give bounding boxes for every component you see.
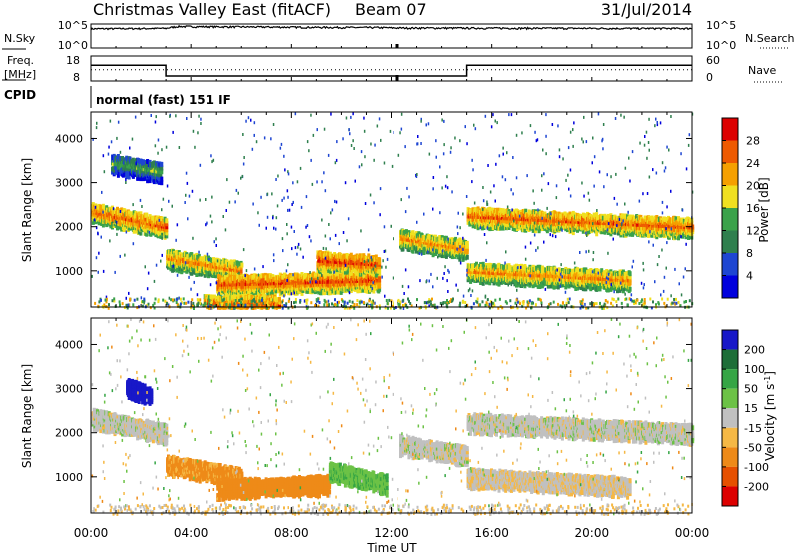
nsky-label: N.Sky [4, 32, 36, 45]
nave-tick-top: 60 [706, 54, 720, 67]
echo-cell [466, 255, 469, 260]
sky-right-tick-top: 10^5 [706, 19, 736, 32]
radar-summary-plot: Christmas Valley East (fitACF) Beam 07 3… [0, 0, 800, 554]
cpid-label: CPID [4, 88, 36, 102]
date-title: 31/Jul/2014 [601, 0, 692, 19]
sky-search-panel: N.Sky 10^5 10^0 10^5 10^0 N.Search [2, 19, 795, 52]
freq-gap-marker [396, 75, 399, 81]
power-heatmap [91, 112, 694, 310]
nsearch-label: N.Search [745, 32, 795, 45]
freq-label: Freq. [7, 54, 34, 67]
echo-cell [160, 162, 163, 167]
sky-right-tick-bottom: 10^0 [706, 39, 736, 52]
echo-cell [165, 218, 168, 223]
echo-cell [466, 241, 469, 246]
nave-label: Nave [748, 64, 776, 77]
sky-noise-line [91, 26, 692, 30]
echo-cell [240, 263, 243, 268]
freq-tick-bottom: 8 [73, 71, 80, 84]
echo-cell [378, 257, 381, 262]
sky-gap-marker [396, 44, 399, 48]
sky-tick-top: 10^5 [58, 19, 88, 32]
nave-tick-bottom: 0 [706, 71, 713, 84]
station-title: Christmas Valley East (fitACF) [93, 0, 331, 19]
cpid-mode: normal (fast) 151 IF [96, 93, 231, 107]
freq-tick-top: 18 [66, 54, 80, 67]
frequency-line [91, 65, 692, 76]
mhz-label: [MHz] [4, 68, 36, 81]
sky-tick-bottom: 10^0 [58, 39, 88, 52]
beam-title: Beam 07 [355, 0, 427, 19]
echo-cell [160, 177, 163, 182]
